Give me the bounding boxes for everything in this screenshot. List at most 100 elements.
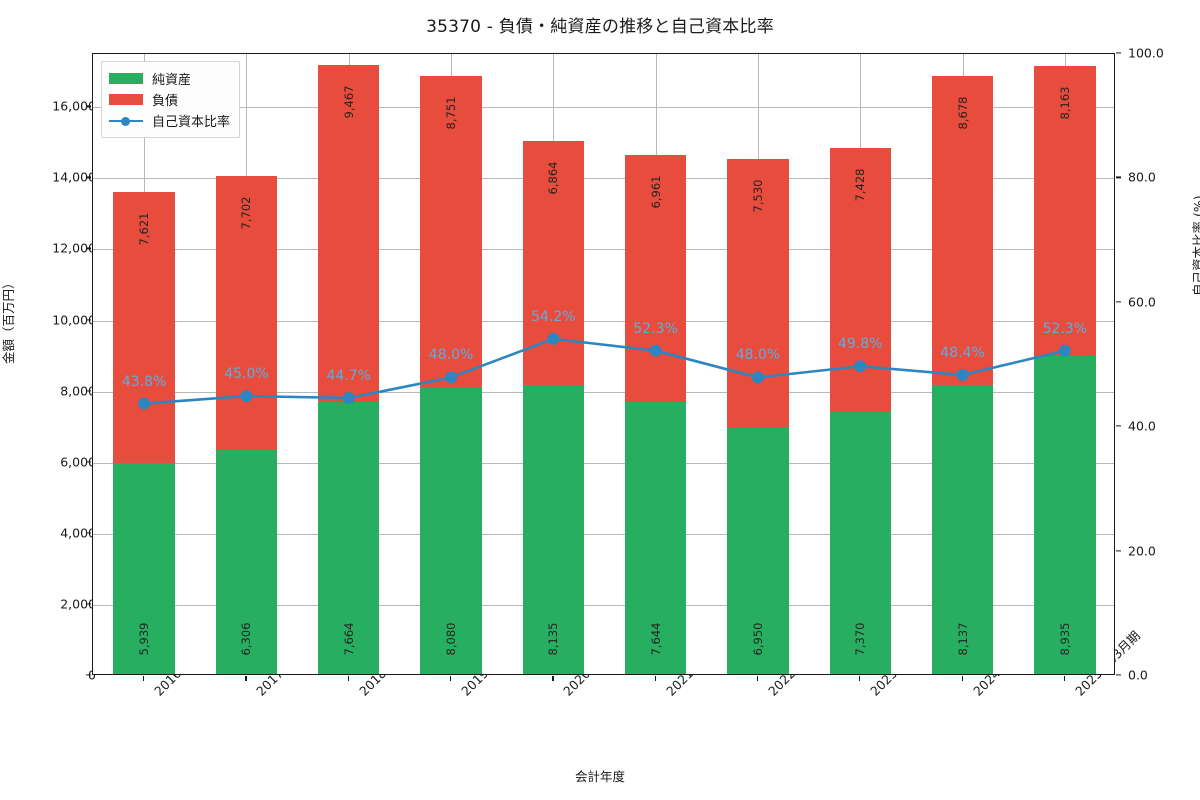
x-axis-tick-mark xyxy=(347,676,349,681)
ratio-point-marker[interactable] xyxy=(240,390,253,403)
ratio-point-marker[interactable] xyxy=(956,368,969,381)
legend-item[interactable]: 純資産 xyxy=(109,68,230,89)
x-axis-tick-label: 2024年03月期 xyxy=(968,628,1041,699)
data-labels-layer: 43.8% 45.0% 44.7% 48.0% 54.2% 52.3% 48.0% 49.8%… xyxy=(93,54,1114,674)
x-axis-tick-mark xyxy=(1063,676,1066,681)
ratio-point-marker[interactable] xyxy=(342,391,355,404)
y-axis-left-tick-mark xyxy=(86,318,91,321)
ratio-point-marker[interactable] xyxy=(1058,344,1071,357)
y-axis-right-tick-mark xyxy=(1116,674,1121,676)
y-axis-left-tick-label: 16,000 xyxy=(52,98,96,114)
y-axis-right-tick-mark xyxy=(1116,176,1121,178)
x-axis-tick-mark xyxy=(756,676,759,681)
ratio-value-label: 48.4% xyxy=(940,344,985,361)
ratio-value-label: 44.7% xyxy=(326,367,371,384)
ratio-point-marker[interactable] xyxy=(649,344,662,357)
ratio-value-label: 52.3% xyxy=(633,320,678,337)
chart-legend: 純資産負債 自己資本比率 xyxy=(101,61,241,138)
bar-group[interactable]: 5,939 7,621 xyxy=(113,192,175,674)
x-axis-tick-label: 2021年03月期 xyxy=(661,628,734,699)
bar-segment-equity[interactable]: 5,939 xyxy=(113,462,175,674)
x-axis-tick-mark xyxy=(859,676,861,681)
ratio-value-label: 49.8% xyxy=(838,336,883,353)
ratio-point-marker[interactable] xyxy=(445,371,458,384)
y-axis-left-tick-label: 6,000 xyxy=(60,454,96,470)
plot-area: 5,939 7,621 6,306 7,702 7,664 9,467 8,080 8,751… xyxy=(92,53,1115,675)
y-axis-left-tick-label: 8,000 xyxy=(60,383,96,399)
bar-segment-equity[interactable]: 7,664 xyxy=(318,401,380,674)
bars-layer: 5,939 7,621 6,306 7,702 7,664 9,467 8,080 8,751… xyxy=(93,54,1114,674)
x-axis-tick-mark xyxy=(245,676,247,681)
ratio-point-marker[interactable] xyxy=(854,360,867,373)
y-axis-left-tick-mark xyxy=(86,105,91,107)
x-axis-label: 会計年度 xyxy=(574,769,625,784)
y-axis-left-tick-label: 12,000 xyxy=(52,240,96,256)
ratio-value-label: 43.8% xyxy=(121,373,167,390)
bar-segment-equity[interactable]: 8,935 xyxy=(1034,356,1096,674)
x-axis-tick-mark xyxy=(552,676,554,681)
legend-item[interactable]: 自己資本比率 xyxy=(109,110,230,131)
bar-group[interactable]: 8,080 8,751 xyxy=(420,75,482,674)
bar-segment-equity[interactable]: 6,950 xyxy=(727,426,789,674)
bar-group[interactable]: 7,664 9,467 xyxy=(318,65,380,674)
y-axis-right-tick-mark xyxy=(1116,425,1121,427)
bar-group[interactable]: 6,306 7,702 xyxy=(215,176,278,674)
ratio-line-path xyxy=(144,337,1066,405)
legend-item[interactable]: 負債 xyxy=(109,89,230,110)
bar-group[interactable]: 8,935 8,163 xyxy=(1034,66,1096,674)
bar-segment-equity[interactable]: 8,135 xyxy=(522,384,585,674)
bar-segment-liability[interactable]: 8,678 xyxy=(931,76,994,385)
bar-segment-equity[interactable]: 8,137 xyxy=(931,384,994,674)
bar-segment-liability[interactable]: 7,702 xyxy=(215,176,278,450)
y-axis-left-tick-mark xyxy=(86,247,91,250)
bar-group[interactable]: 8,137 8,678 xyxy=(931,76,994,674)
y-axis-left-tick-mark xyxy=(86,603,91,605)
legend-line-marker-icon xyxy=(109,115,143,127)
ratio-point-marker[interactable] xyxy=(751,371,764,384)
ratio-point-marker[interactable] xyxy=(138,397,151,410)
bar-segment-equity[interactable]: 7,644 xyxy=(624,402,687,674)
bar-group[interactable]: 7,644 6,961 xyxy=(624,154,687,674)
ratio-value-label: 52.3% xyxy=(1042,320,1088,337)
y-axis-left-tick-label: 10,000 xyxy=(52,312,96,328)
x-axis-tick-mark xyxy=(143,676,145,681)
legend-swatch-icon xyxy=(109,94,143,105)
bar-segment-liability[interactable]: 8,751 xyxy=(420,75,482,387)
ratio-value-label: 48.0% xyxy=(735,347,781,364)
x-axis-tick-label: 2018年03月期 xyxy=(354,628,427,699)
legend-item-label: 負債 xyxy=(152,94,179,109)
bar-segment-equity[interactable]: 6,306 xyxy=(215,449,278,674)
gridline xyxy=(93,462,1114,464)
y-axis-left-tick-label: 0 xyxy=(88,667,96,683)
ratio-point-marker[interactable] xyxy=(547,332,560,345)
bar-segment-liability[interactable]: 7,621 xyxy=(113,192,175,463)
x-axis-tick-label: 2025年03月期 xyxy=(1070,628,1143,699)
bar-group[interactable]: 6,950 7,530 xyxy=(727,159,789,674)
y-axis-left-tick-mark xyxy=(86,461,91,463)
gridline xyxy=(93,604,1114,606)
bar-segment-equity[interactable]: 7,370 xyxy=(829,412,891,674)
x-axis-tick-label: 2020年03月期 xyxy=(558,628,631,699)
y-axis-right-label: 自己資本比率 (%) xyxy=(1191,195,1200,296)
bar-segment-equity[interactable]: 8,080 xyxy=(420,386,482,674)
gridline xyxy=(93,533,1114,535)
y-axis-right-tick-mark xyxy=(1116,550,1121,552)
bar-segment-liability[interactable]: 6,961 xyxy=(624,154,687,403)
x-axis-tick-mark xyxy=(450,676,452,681)
gridline xyxy=(93,391,1114,393)
bar-segment-liability[interactable]: 8,163 xyxy=(1034,66,1096,357)
ratio-value-label: 45.0% xyxy=(224,366,269,383)
y-axis-right-tick-label: 40.0 xyxy=(1128,418,1156,434)
bar-segment-liability[interactable]: 9,467 xyxy=(318,65,380,402)
y-axis-left-label: 金額（百万円） xyxy=(1,276,16,364)
y-axis-right-tick-mark xyxy=(1116,301,1121,303)
legend-swatch-icon xyxy=(109,73,143,84)
gridline xyxy=(93,320,1114,322)
ratio-value-label: 54.2% xyxy=(531,308,576,325)
y-axis-left-tick-mark xyxy=(86,176,91,178)
y-axis-left-tick-mark xyxy=(86,532,91,534)
x-axis-tick-label: 2016年03月期 xyxy=(149,628,222,699)
ratio-value-label: 48.0% xyxy=(428,347,474,364)
y-axis-right-tick-label: 20.0 xyxy=(1128,543,1156,559)
